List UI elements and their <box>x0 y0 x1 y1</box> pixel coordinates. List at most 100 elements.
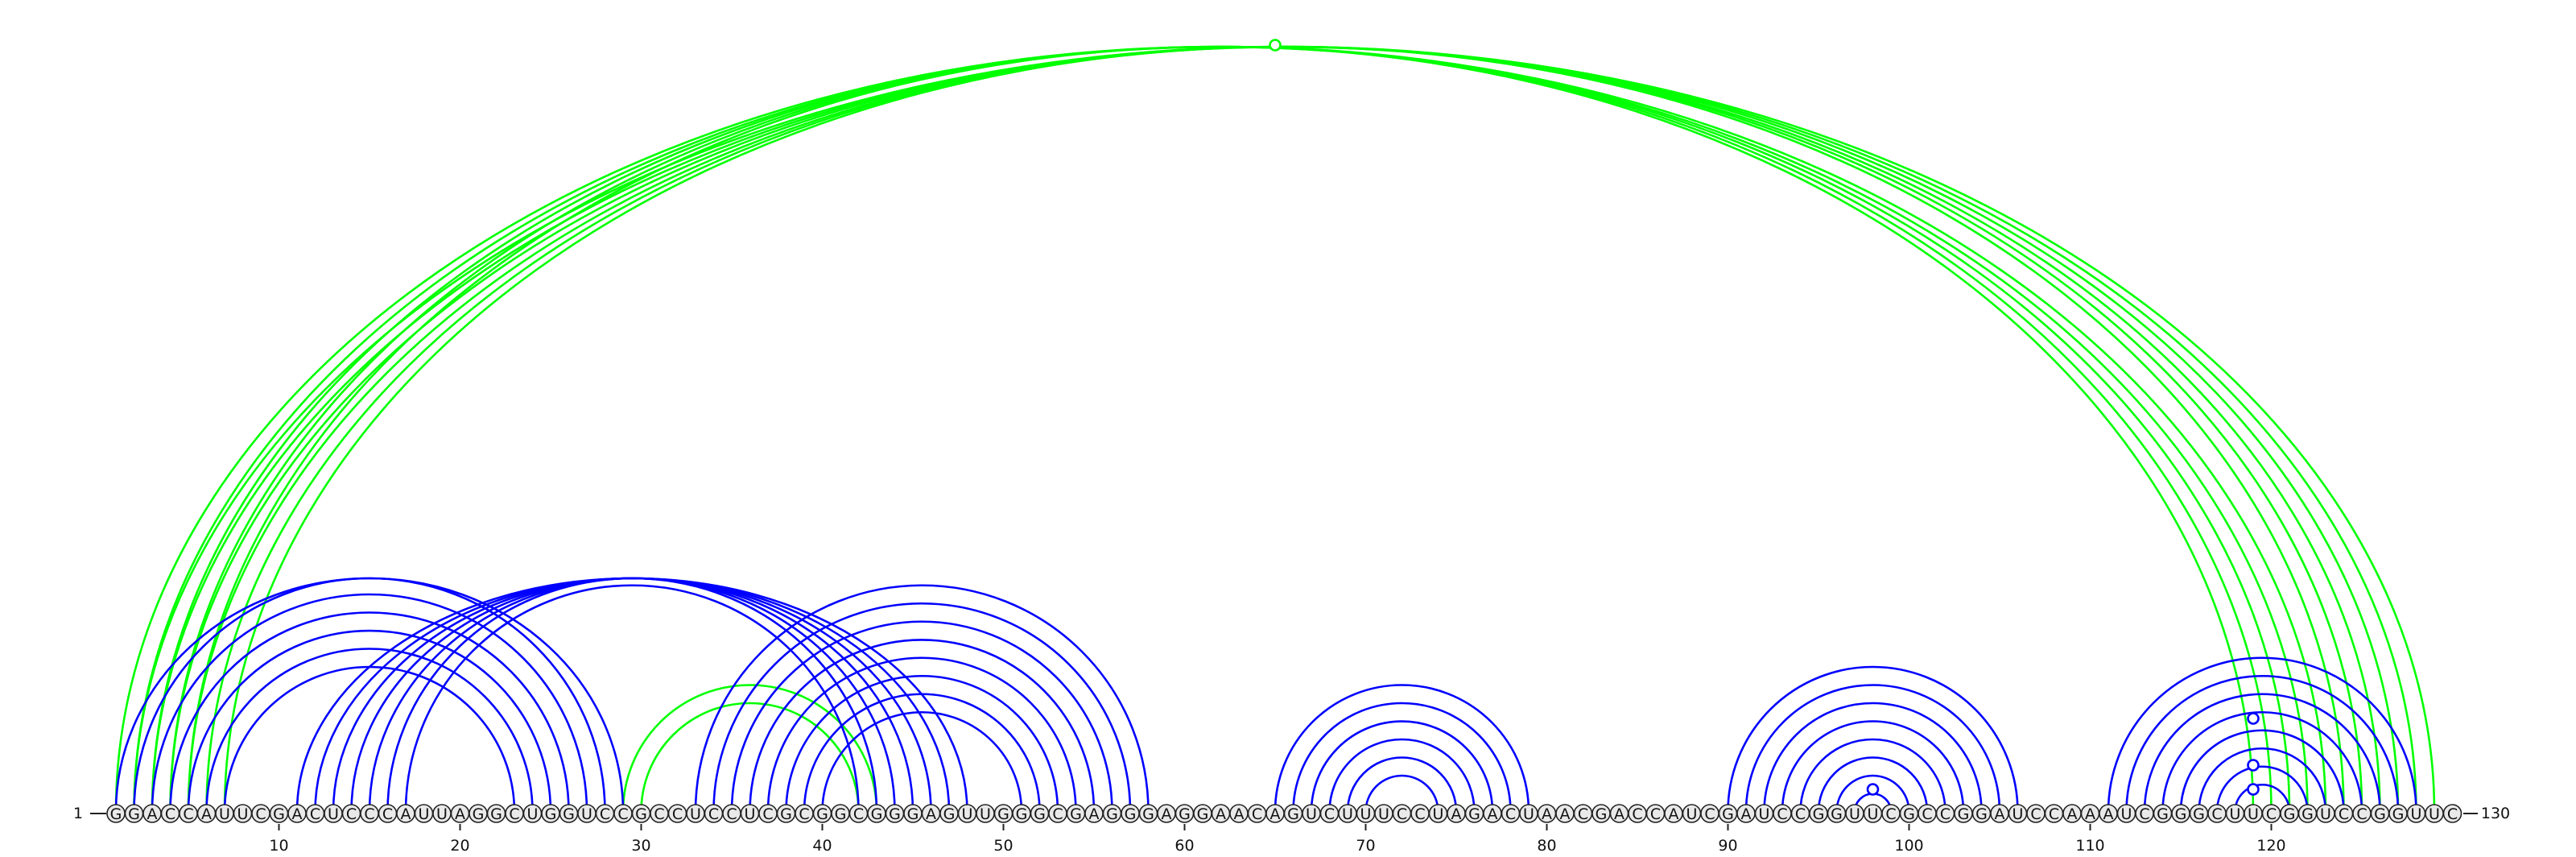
base-pair-arc <box>2161 710 2363 813</box>
nucleotide: A <box>1265 804 1285 823</box>
nucleotide-letter: A <box>2085 805 2095 823</box>
nucleotide-letter: G <box>997 805 1009 823</box>
nucleotide: C <box>1645 804 1666 823</box>
nucleotide-letter: C <box>762 805 773 823</box>
axis-tick-label: 20 <box>450 837 469 855</box>
nucleotide-letter: A <box>2103 805 2114 823</box>
nucleotide-letter: G <box>835 805 847 823</box>
nucleotide-letter: G <box>2193 805 2205 823</box>
nucleotide: C <box>704 804 724 823</box>
nucleotide: G <box>2153 804 2173 823</box>
nucleotide: U <box>1302 804 1321 823</box>
nucleotide-letter: G <box>2301 805 2314 823</box>
nucleotide-letter: U <box>690 805 701 823</box>
nucleotide: U <box>2244 804 2263 823</box>
nucleotide-letter: C <box>364 805 374 823</box>
nucleotide: C <box>2352 804 2372 823</box>
nucleotide-letter: A <box>1741 805 1752 823</box>
nucleotide: G <box>1030 804 1050 823</box>
nucleotide: A <box>142 804 162 823</box>
nucleotide: G <box>867 804 886 823</box>
nucleotide-letter: G <box>1125 805 1137 823</box>
nucleotide: C <box>251 804 270 823</box>
nucleotide: C <box>1392 804 1412 823</box>
pseudoknot-arc <box>223 45 2345 813</box>
nucleotide: G <box>1121 804 1140 823</box>
nucleotide-letter: G <box>1142 805 1154 823</box>
nucleotide: U <box>1863 804 1883 823</box>
nucleotide: G <box>1193 804 1212 823</box>
nucleotide: C <box>1881 804 1901 823</box>
nucleotide: U <box>1754 804 1774 823</box>
nucleotide-letter: C <box>183 805 193 823</box>
nucleotide-letter: G <box>273 805 285 823</box>
base-pair-arc <box>368 577 896 813</box>
nucleotide-letter: A <box>1614 805 1624 823</box>
base-pair-arc <box>404 584 860 813</box>
nucleotide: C <box>1918 804 1937 823</box>
nucleotide: U <box>976 804 995 823</box>
nucleotide-letter: A <box>292 805 303 823</box>
nucleotide: A <box>1555 804 1575 823</box>
nucleotide: A <box>1736 804 1756 823</box>
nucleotide-letter: G <box>1468 805 1480 823</box>
nucleotide-letter: A <box>401 805 411 823</box>
bulge-marker <box>2247 759 2260 772</box>
nucleotide: G <box>2189 804 2209 823</box>
nucleotide-letter: C <box>2139 805 2149 823</box>
nucleotide: G <box>1827 804 1847 823</box>
nucleotide-letter: C <box>1632 805 1642 823</box>
nucleotide: U <box>2116 804 2136 823</box>
nucleotide: U <box>2425 804 2444 823</box>
nucleotide-letter: U <box>2013 805 2024 823</box>
base-pair-arc <box>1781 720 1965 813</box>
nucleotide-letter: U <box>1523 805 1534 823</box>
nucleotide-letter: G <box>1596 805 1608 823</box>
base-pair-arc <box>803 693 1041 813</box>
nucleotide-letter: C <box>654 805 664 823</box>
pseudoknot-arc <box>133 45 2436 813</box>
base-pair-arc <box>1292 702 1512 813</box>
nucleotide-letter: C <box>799 805 809 823</box>
nucleotide-letter: G <box>1958 805 1970 823</box>
nucleotide-letter: G <box>473 805 485 823</box>
nucleotide: G <box>631 804 651 823</box>
nucleotide-letter: G <box>1831 805 1843 823</box>
nucleotide: C <box>1410 804 1430 823</box>
nucleotide: C <box>360 804 379 823</box>
nucleotide-letter: C <box>672 805 683 823</box>
base-pair-arc <box>223 665 516 813</box>
nucleotide-letter: A <box>1560 805 1571 823</box>
nucleotide-letter: U <box>1433 805 1444 823</box>
nucleotide-letter: U <box>2230 805 2241 823</box>
base-pair-arc <box>1835 774 1910 813</box>
nucleotide: G <box>486 804 506 823</box>
nucleotide: A <box>287 804 307 823</box>
nucleotide-letter: G <box>1722 805 1734 823</box>
nucleotide: C <box>667 804 687 823</box>
base-pair-arc <box>205 648 534 813</box>
nucleotide-letter: U <box>2320 805 2331 823</box>
nucleotide: G <box>2370 804 2390 823</box>
nucleotide-letter: U <box>1342 805 1353 823</box>
nucleotide: C <box>2442 804 2462 823</box>
nucleotide: U <box>1845 804 1864 823</box>
nucleotide-letter: G <box>1106 805 1118 823</box>
axis-tick-label: 120 <box>2256 837 2285 855</box>
nucleotide-letter: G <box>2392 805 2405 823</box>
nucleotide: A <box>1990 804 2009 823</box>
pseudoknot-arc <box>640 702 860 813</box>
nucleotide-letter: C <box>617 805 628 823</box>
nucleotide-letter: G <box>816 805 828 823</box>
nucleotide-letter: G <box>1813 805 1825 823</box>
nucleotide-letter: A <box>2067 805 2078 823</box>
nucleotide-letter: C <box>1777 805 1787 823</box>
nucleotide-letter: U <box>962 805 973 823</box>
nucleotide-letter: U <box>1686 805 1698 823</box>
nucleotide: G <box>1174 804 1195 823</box>
nucleotide-letter: G <box>490 805 502 823</box>
nucleotide-letter: G <box>128 805 140 823</box>
nucleotide: U <box>2225 804 2245 823</box>
nucleotide: G <box>1591 804 1611 823</box>
axis-tick-label: 80 <box>1537 837 1556 855</box>
